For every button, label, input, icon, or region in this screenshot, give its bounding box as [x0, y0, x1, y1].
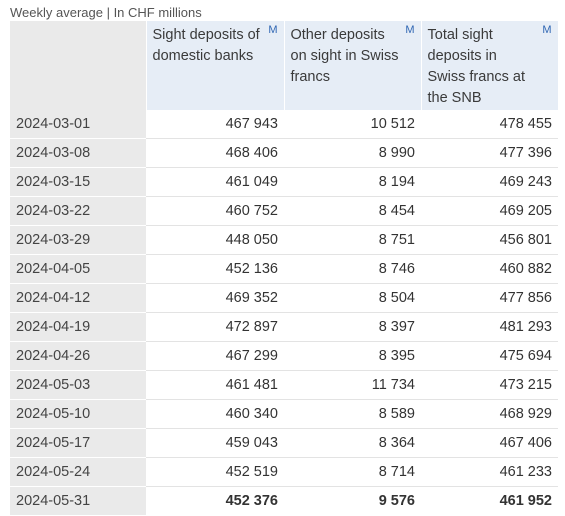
row-date-cell: 2024-03-15 [10, 167, 146, 197]
other-deposits-cell: 8 714 [284, 457, 421, 487]
table-caption: Weekly average | In CHF millions [10, 5, 202, 20]
total-cell: 461 233 [421, 457, 558, 487]
table-row: 2024-04-05 452 136 8 746 460 882 [10, 254, 558, 284]
table-row: 2024-05-17 459 043 8 364 467 406 [10, 428, 558, 458]
total-cell: 473 215 [421, 370, 558, 400]
table-row: 2024-03-08 468 406 8 990 477 396 [10, 138, 558, 168]
column-header-total: Total sight deposits in Swiss francs at … [421, 21, 559, 110]
metadata-marker[interactable]: M [268, 24, 278, 36]
table-row: 2024-03-29 448 050 8 751 456 801 [10, 225, 558, 255]
total-cell: 468 929 [421, 399, 558, 429]
table-row: 2024-03-22 460 752 8 454 469 205 [10, 196, 558, 226]
total-cell: 477 396 [421, 138, 558, 168]
sight-domestic-cell: 452 136 [146, 254, 284, 284]
sight-domestic-cell: 460 752 [146, 196, 284, 226]
total-cell: 478 455 [421, 110, 558, 139]
table-row: 2024-03-01 467 943 10 512 478 455 [10, 110, 558, 139]
total-cell: 456 801 [421, 225, 558, 255]
other-deposits-cell: 10 512 [284, 110, 421, 139]
table-row: 2024-03-15 461 049 8 194 469 243 [10, 167, 558, 197]
column-header-label: Sight deposits of domestic banks [152, 27, 260, 64]
total-cell: 469 205 [421, 196, 558, 226]
column-header-label: Other deposits on sight in Swiss francs [290, 27, 399, 85]
row-date-cell: 2024-03-22 [10, 196, 146, 226]
sight-domestic-cell: 468 406 [146, 138, 284, 168]
column-header-other-deposits: Other deposits on sight in Swiss francs … [284, 21, 422, 110]
other-deposits-cell: 8 395 [284, 341, 421, 371]
sight-domestic-cell: 472 897 [146, 312, 284, 342]
other-deposits-cell: 8 990 [284, 138, 421, 168]
header-corner [10, 21, 147, 110]
sight-domestic-cell: 460 340 [146, 399, 284, 429]
other-deposits-cell: 9 576 [284, 486, 421, 516]
total-cell: 467 406 [421, 428, 558, 458]
row-date-cell: 2024-03-08 [10, 138, 146, 168]
total-cell: 461 952 [421, 486, 558, 516]
row-date-cell: 2024-05-10 [10, 399, 146, 429]
column-header-sight-domestic: Sight deposits of domestic banks M [146, 21, 285, 110]
other-deposits-cell: 8 746 [284, 254, 421, 284]
table-row: 2024-04-12 469 352 8 504 477 856 [10, 283, 558, 313]
other-deposits-cell: 8 504 [284, 283, 421, 313]
table-row: 2024-04-19 472 897 8 397 481 293 [10, 312, 558, 342]
table-row: 2024-05-10 460 340 8 589 468 929 [10, 399, 558, 429]
metadata-marker[interactable]: M [542, 24, 552, 36]
row-date-cell: 2024-03-29 [10, 225, 146, 255]
column-header-label: Total sight deposits in Swiss francs at … [427, 27, 526, 106]
sight-domestic-cell: 467 943 [146, 110, 284, 139]
sight-deposits-table: Sight deposits of domestic banks M Other… [10, 21, 559, 516]
other-deposits-cell: 8 751 [284, 225, 421, 255]
table-row: 2024-05-03 461 481 11 734 473 215 [10, 370, 558, 400]
row-date-cell: 2024-03-01 [10, 110, 146, 139]
total-cell: 477 856 [421, 283, 558, 313]
other-deposits-cell: 8 454 [284, 196, 421, 226]
sight-domestic-cell: 452 376 [146, 486, 284, 516]
row-date-cell: 2024-05-17 [10, 428, 146, 458]
other-deposits-cell: 8 364 [284, 428, 421, 458]
table-row: 2024-05-24 452 519 8 714 461 233 [10, 457, 558, 487]
other-deposits-cell: 8 397 [284, 312, 421, 342]
row-date-cell: 2024-05-31 [10, 486, 146, 516]
sight-domestic-cell: 452 519 [146, 457, 284, 487]
table-row: 2024-04-26 467 299 8 395 475 694 [10, 341, 558, 371]
total-cell: 460 882 [421, 254, 558, 284]
row-date-cell: 2024-04-26 [10, 341, 146, 371]
total-cell: 469 243 [421, 167, 558, 197]
sight-domestic-cell: 469 352 [146, 283, 284, 313]
header-row: Sight deposits of domestic banks M Other… [10, 21, 559, 110]
other-deposits-cell: 8 194 [284, 167, 421, 197]
sight-domestic-cell: 459 043 [146, 428, 284, 458]
total-cell: 481 293 [421, 312, 558, 342]
sight-domestic-cell: 461 049 [146, 167, 284, 197]
table-body: 2024-03-01 467 943 10 512 478 455 2024-03-08… [10, 110, 558, 516]
metadata-marker[interactable]: M [405, 24, 415, 36]
row-date-cell: 2024-04-12 [10, 283, 146, 313]
row-date-cell: 2024-04-05 [10, 254, 146, 284]
row-date-cell: 2024-05-24 [10, 457, 146, 487]
total-cell: 475 694 [421, 341, 558, 371]
sight-domestic-cell: 461 481 [146, 370, 284, 400]
table-row: 2024-05-31 452 376 9 576 461 952 [10, 486, 558, 516]
sight-domestic-cell: 467 299 [146, 341, 284, 371]
other-deposits-cell: 11 734 [284, 370, 421, 400]
row-date-cell: 2024-04-19 [10, 312, 146, 342]
other-deposits-cell: 8 589 [284, 399, 421, 429]
sight-domestic-cell: 448 050 [146, 225, 284, 255]
row-date-cell: 2024-05-03 [10, 370, 146, 400]
